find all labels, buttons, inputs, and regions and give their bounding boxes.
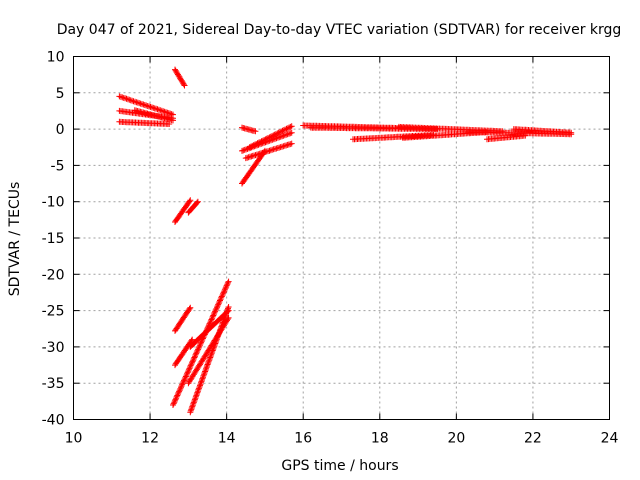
data-trace bbox=[131, 107, 176, 124]
axis-ticks: 10 12 14 16 18 20 22 24 10 5 0 -5 -10 -15 -20 -25 -30 -35… bbox=[42, 50, 619, 447]
data-trace bbox=[185, 198, 201, 216]
data-trace bbox=[172, 304, 194, 334]
x-tick-label: 16 bbox=[294, 431, 312, 447]
data-trace bbox=[172, 197, 194, 225]
data-trace bbox=[172, 336, 196, 369]
y-tick-label: 5 bbox=[56, 86, 65, 102]
y-axis-label: SDTVAR / TECUs bbox=[7, 182, 23, 297]
x-tick-label: 22 bbox=[524, 431, 542, 447]
y-tick-label: -5 bbox=[51, 158, 65, 174]
series-arc-2 bbox=[172, 66, 188, 89]
data-trace bbox=[185, 314, 232, 387]
y-tick-label: -30 bbox=[42, 340, 65, 356]
data-trace bbox=[116, 118, 173, 127]
x-tick-label: 18 bbox=[371, 431, 389, 447]
series-arc-5 bbox=[239, 123, 295, 187]
x-tick-label: 14 bbox=[218, 431, 236, 447]
data-trace bbox=[484, 132, 529, 143]
chart-title: Day 047 of 2021, Sidereal Day-to-day VTE… bbox=[57, 22, 622, 38]
grid-lines bbox=[73, 56, 610, 420]
data-trace bbox=[239, 124, 259, 135]
data-marks bbox=[116, 66, 575, 416]
series-arc-1 bbox=[116, 93, 176, 127]
y-tick-label: 0 bbox=[56, 122, 65, 138]
y-tick-label: 10 bbox=[47, 50, 65, 66]
x-tick-label: 10 bbox=[65, 431, 83, 447]
series-arc-6 bbox=[300, 122, 575, 143]
y-tick-label: -40 bbox=[42, 413, 65, 429]
x-tick-label: 12 bbox=[141, 431, 159, 447]
data-trace bbox=[116, 93, 176, 118]
y-tick-label: -35 bbox=[42, 376, 65, 392]
x-tick-label: 24 bbox=[601, 431, 619, 447]
x-axis-label: GPS time / hours bbox=[281, 458, 398, 474]
data-trace bbox=[187, 307, 232, 350]
data-trace bbox=[242, 140, 295, 162]
x-tick-label: 20 bbox=[447, 431, 465, 447]
data-trace bbox=[510, 126, 575, 136]
y-tick-label: -10 bbox=[42, 195, 65, 211]
series-arc-3 bbox=[172, 197, 201, 225]
y-tick-label: -20 bbox=[42, 267, 65, 283]
data-trace bbox=[172, 66, 188, 89]
series-arc-4 bbox=[170, 278, 232, 416]
y-tick-label: -15 bbox=[42, 231, 65, 247]
y-tick-label: -25 bbox=[42, 304, 65, 320]
data-trace bbox=[246, 123, 295, 151]
